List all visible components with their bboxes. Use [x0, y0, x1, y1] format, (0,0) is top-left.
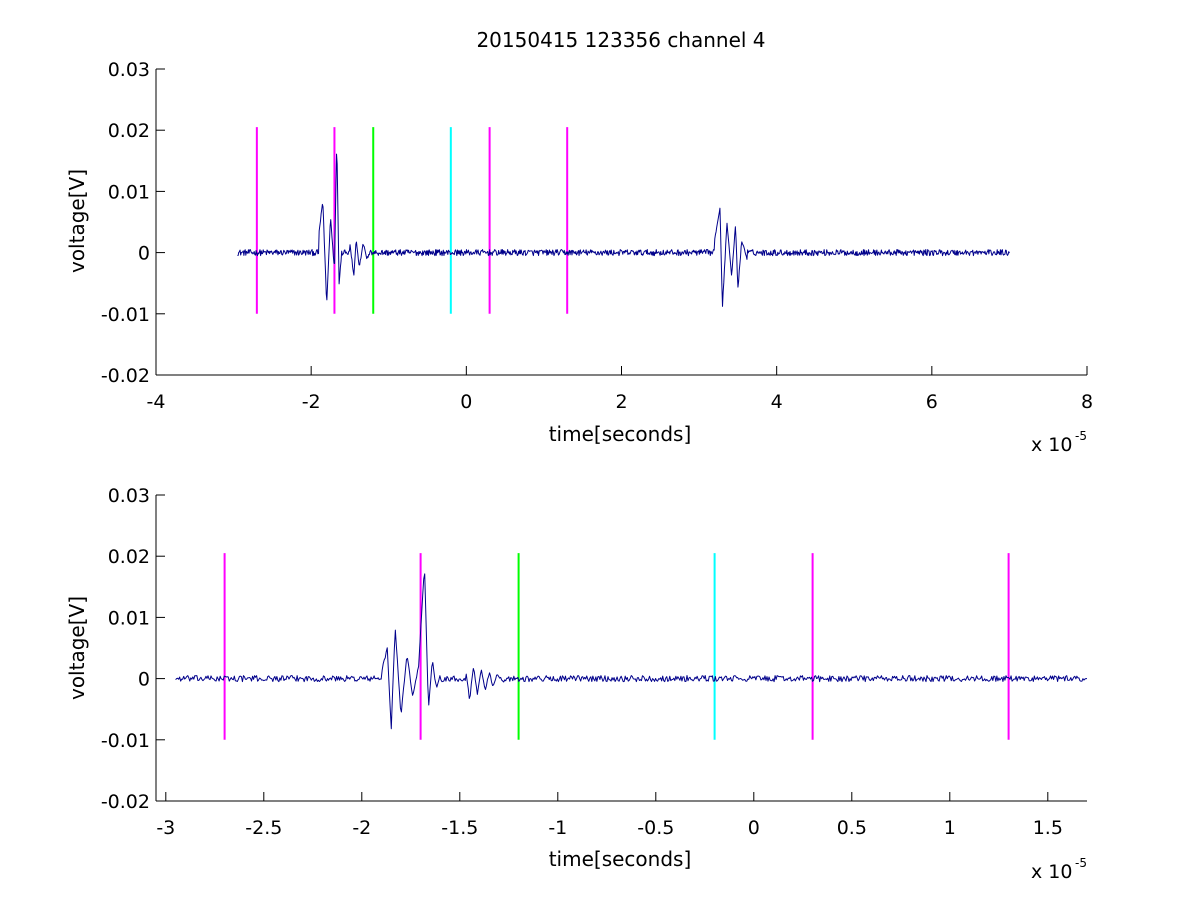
x-tick-label: 1.5	[1033, 817, 1063, 839]
x-tick-label: 0	[748, 817, 760, 839]
y-tick-label: 0.02	[108, 546, 150, 568]
top-marker-lines	[255, 127, 569, 314]
y-tick-label: -0.02	[101, 365, 150, 387]
top-ticks: -0.02 -0.01 0 0.01 0.02 0.03 -4 -2 0 2 4 6 8	[101, 59, 1093, 413]
y-tick-label: 0	[138, 243, 150, 265]
x-tick-label: -2	[352, 817, 371, 839]
top-x-scale-factor: x 10 -5	[1031, 429, 1087, 456]
top-x-scale-base: x 10	[1031, 434, 1072, 456]
x-tick-label: 2	[615, 391, 627, 413]
bottom-x-scale-base: x 10	[1031, 861, 1072, 883]
top-signal	[237, 153, 1010, 307]
bottom-axes	[155, 495, 1087, 802]
y-tick-label: 0.03	[108, 59, 150, 81]
x-tick-label: 4	[771, 391, 783, 413]
y-tick-label: -0.01	[101, 304, 150, 326]
x-tick-label: -0.5	[637, 817, 674, 839]
bottom-subplot: -0.02 -0.01 0 0.01 0.02 0.03 -3 -2.5 -2 -1.5 -1 -0.…	[65, 485, 1088, 883]
top-x-scale-exponent: -5	[1075, 429, 1087, 443]
y-tick-label: 0	[138, 669, 150, 691]
bottom-marker-lines	[223, 553, 1010, 740]
x-tick-label: -2.5	[245, 817, 282, 839]
top-y-axis-label: voltage[V]	[65, 169, 89, 273]
x-tick-label: 0.5	[837, 817, 867, 839]
x-tick-label: 1	[944, 817, 956, 839]
top-subplot: 20150415 123356 channel 4 -0.02 -0.01 0 0.0…	[65, 28, 1093, 456]
y-tick-label: -0.02	[101, 791, 150, 813]
y-tick-label: 0.01	[108, 607, 150, 629]
x-tick-label: -3	[156, 817, 175, 839]
x-tick-label: -4	[147, 391, 166, 413]
x-tick-label: 6	[926, 391, 938, 413]
top-x-axis-label: time[seconds]	[549, 422, 692, 446]
y-tick-label: 0.03	[108, 485, 150, 507]
bottom-x-scale-factor: x 10 -5	[1031, 856, 1087, 883]
bottom-ticks: -0.02 -0.01 0 0.01 0.02 0.03 -3 -2.5 -2 -1.5 -1 -0.…	[101, 485, 1063, 839]
bottom-signal	[175, 573, 1088, 730]
y-tick-label: -0.01	[101, 730, 150, 752]
top-axes	[155, 69, 1087, 376]
bottom-x-scale-exponent: -5	[1075, 856, 1087, 870]
signal-trace	[175, 573, 1088, 730]
y-tick-label: 0.01	[108, 181, 150, 203]
x-tick-label: 8	[1081, 391, 1093, 413]
x-tick-label: -2	[302, 391, 321, 413]
x-tick-label: -1	[548, 817, 567, 839]
plot-title: 20150415 123356 channel 4	[476, 28, 765, 52]
y-tick-label: 0.02	[108, 120, 150, 142]
signal-trace	[237, 153, 1010, 307]
x-tick-label: -1.5	[441, 817, 478, 839]
bottom-y-axis-label: voltage[V]	[65, 596, 89, 700]
x-tick-label: 0	[460, 391, 472, 413]
bottom-x-axis-label: time[seconds]	[549, 847, 692, 871]
